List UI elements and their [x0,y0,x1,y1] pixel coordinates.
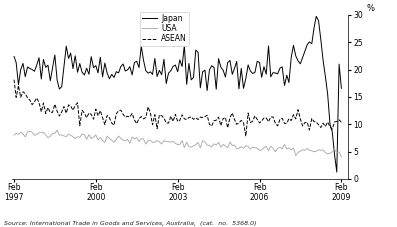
Line: USA: USA [14,130,341,157]
Line: ASEAN: ASEAN [14,80,341,136]
Line: Japan: Japan [14,16,341,172]
Legend: Japan, USA, ASEAN: Japan, USA, ASEAN [139,12,189,45]
Text: Source: International Trade in Goods and Services, Australia,  (cat.  no.  5368.: Source: International Trade in Goods and… [4,221,256,226]
Text: %: % [366,4,374,13]
